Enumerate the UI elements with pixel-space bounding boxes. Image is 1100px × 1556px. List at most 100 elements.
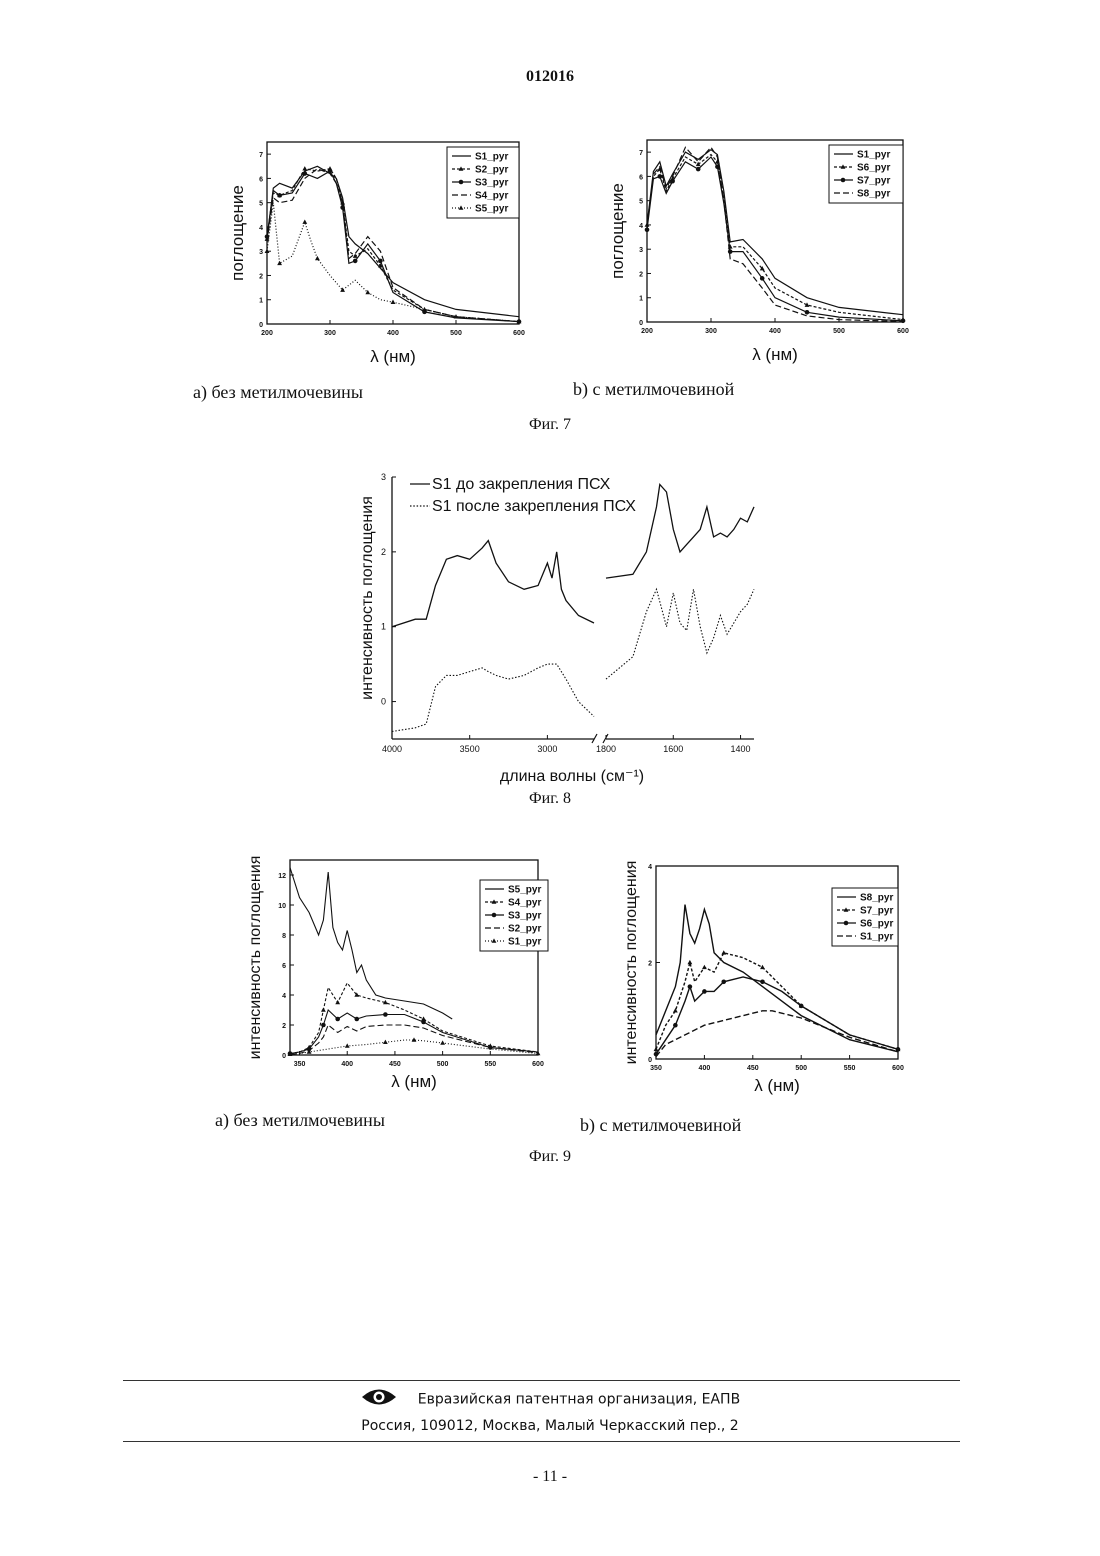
data-point [354, 1017, 359, 1022]
data-point [302, 219, 307, 223]
y-tick-label: 5 [259, 201, 263, 208]
x-tick-label: 400 [769, 328, 781, 335]
legend-label: S4_pyr [508, 898, 541, 909]
x-tick-label: 4000 [382, 744, 402, 754]
y-tick-label: 6 [259, 176, 263, 183]
y-tick-label: 0 [259, 322, 263, 329]
eye-logo-icon [360, 1386, 398, 1413]
data-point [760, 965, 765, 969]
x-tick-label: 400 [341, 1061, 353, 1068]
legend-label: S8_pyr [860, 893, 893, 904]
data-point [315, 256, 320, 260]
legend-label: S5_pyr [508, 885, 541, 896]
x-tick-label: 3500 [460, 744, 480, 754]
data-point [421, 1020, 426, 1025]
legend-label: S2_pyr [508, 924, 541, 935]
fig8-chart: 0123400035003000180016001400длина волны … [350, 462, 770, 787]
legend-label: S1 до закрепления ПСХ [432, 476, 611, 493]
x-tick-label: 600 [532, 1061, 544, 1068]
fig7-caption: Фиг. 7 [0, 416, 1100, 434]
legend-label: S1_pyr [475, 152, 508, 163]
data-point [302, 166, 307, 170]
y-tick-label: 6 [639, 174, 643, 181]
data-point [805, 310, 810, 315]
footer-bottom-rule [123, 1441, 960, 1442]
legend-label: S5_pyr [475, 204, 508, 215]
y-tick-label: 4 [648, 864, 652, 871]
series-line [290, 1010, 538, 1054]
footer-org-row: Евразийская патентная организация, ЕАПВ [0, 1386, 1100, 1413]
y-tick-label: 1 [259, 298, 263, 305]
x-axis-label: λ (нм) [370, 347, 416, 366]
y-tick-label: 0 [381, 697, 386, 707]
x-tick-label: 550 [844, 1065, 856, 1072]
data-point [335, 1000, 340, 1004]
data-point [721, 950, 726, 954]
x-tick-label: 350 [650, 1065, 662, 1072]
series-line [392, 664, 594, 731]
x-axis-label: λ (нм) [752, 345, 798, 364]
y-tick-label: 2 [282, 1023, 286, 1030]
data-point [645, 227, 650, 232]
series-line [290, 1040, 538, 1054]
data-point [321, 1007, 326, 1011]
data-point [760, 276, 765, 281]
legend-label: S6_pyr [857, 163, 890, 174]
page-number: - 11 - [0, 1468, 1100, 1486]
series-line [656, 953, 898, 1050]
y-tick-label: 12 [278, 873, 286, 880]
y-axis-label: поглощение [608, 183, 627, 279]
x-tick-label: 300 [324, 330, 336, 337]
legend: S8_pyrS7_pyrS6_pyrS1_pyr [832, 888, 898, 946]
footer-top-rule [123, 1380, 960, 1381]
y-tick-label: 3 [259, 249, 263, 256]
x-tick-label: 450 [389, 1061, 401, 1068]
x-tick-label: 300 [705, 328, 717, 335]
series-line [290, 868, 452, 1020]
data-point [383, 1040, 388, 1044]
series-line [392, 541, 594, 627]
data-point [440, 1040, 445, 1044]
data-point [492, 913, 497, 918]
fig9-caption: Фиг. 9 [0, 1148, 1100, 1166]
fig9-sublabel-a: а) без метилмочевины [215, 1110, 385, 1131]
data-point [721, 980, 726, 985]
fig7b-chart: 20030040050060001234567λ (нм)поглощениеS… [605, 128, 915, 373]
x-tick-label: 350 [294, 1061, 306, 1068]
legend-label: S6_pyr [860, 919, 893, 930]
x-axis-label: λ (нм) [754, 1076, 800, 1095]
y-tick-label: 2 [648, 961, 652, 968]
x-axis-label: длина волны (см⁻¹) [500, 768, 644, 785]
legend-label: S1_pyr [857, 150, 890, 161]
series-S1_pyr [656, 1011, 898, 1057]
legend: S1_pyrS2_pyrS3_pyrS4_pyrS5_pyr [447, 147, 519, 218]
y-tick-label: 7 [259, 152, 263, 159]
data-point [760, 980, 765, 985]
x-tick-label: 1600 [663, 744, 683, 754]
legend-label: S1 после закрепления ПСХ [432, 498, 636, 515]
x-tick-label: 600 [513, 330, 525, 337]
series-S5_pyr [290, 868, 452, 1020]
footer-org-text: Евразийская патентная организация, ЕАПВ [418, 1392, 740, 1408]
legend-label: S1_pyr [508, 937, 541, 948]
y-tick-label: 4 [639, 223, 643, 230]
data-point [844, 921, 849, 926]
y-tick-label: 4 [282, 993, 286, 1000]
data-point [687, 960, 692, 964]
x-tick-label: 400 [699, 1065, 711, 1072]
y-tick-label: 6 [282, 963, 286, 970]
data-point [673, 1023, 678, 1028]
data-point [673, 1008, 678, 1012]
y-tick-label: 5 [639, 199, 643, 206]
y-tick-label: 1 [381, 622, 386, 632]
data-point [670, 179, 675, 184]
data-point [799, 1004, 804, 1009]
data-point [335, 1017, 340, 1022]
y-tick-label: 7 [639, 150, 643, 157]
data-point [702, 989, 707, 994]
series-S6_pyr [654, 977, 901, 1056]
y-tick-label: 0 [639, 320, 643, 327]
fig9a-chart: 350400450500550600024681012λ (нм)интенси… [240, 815, 550, 1115]
legend-label: S8_pyr [857, 189, 890, 200]
x-tick-label: 500 [833, 328, 845, 335]
